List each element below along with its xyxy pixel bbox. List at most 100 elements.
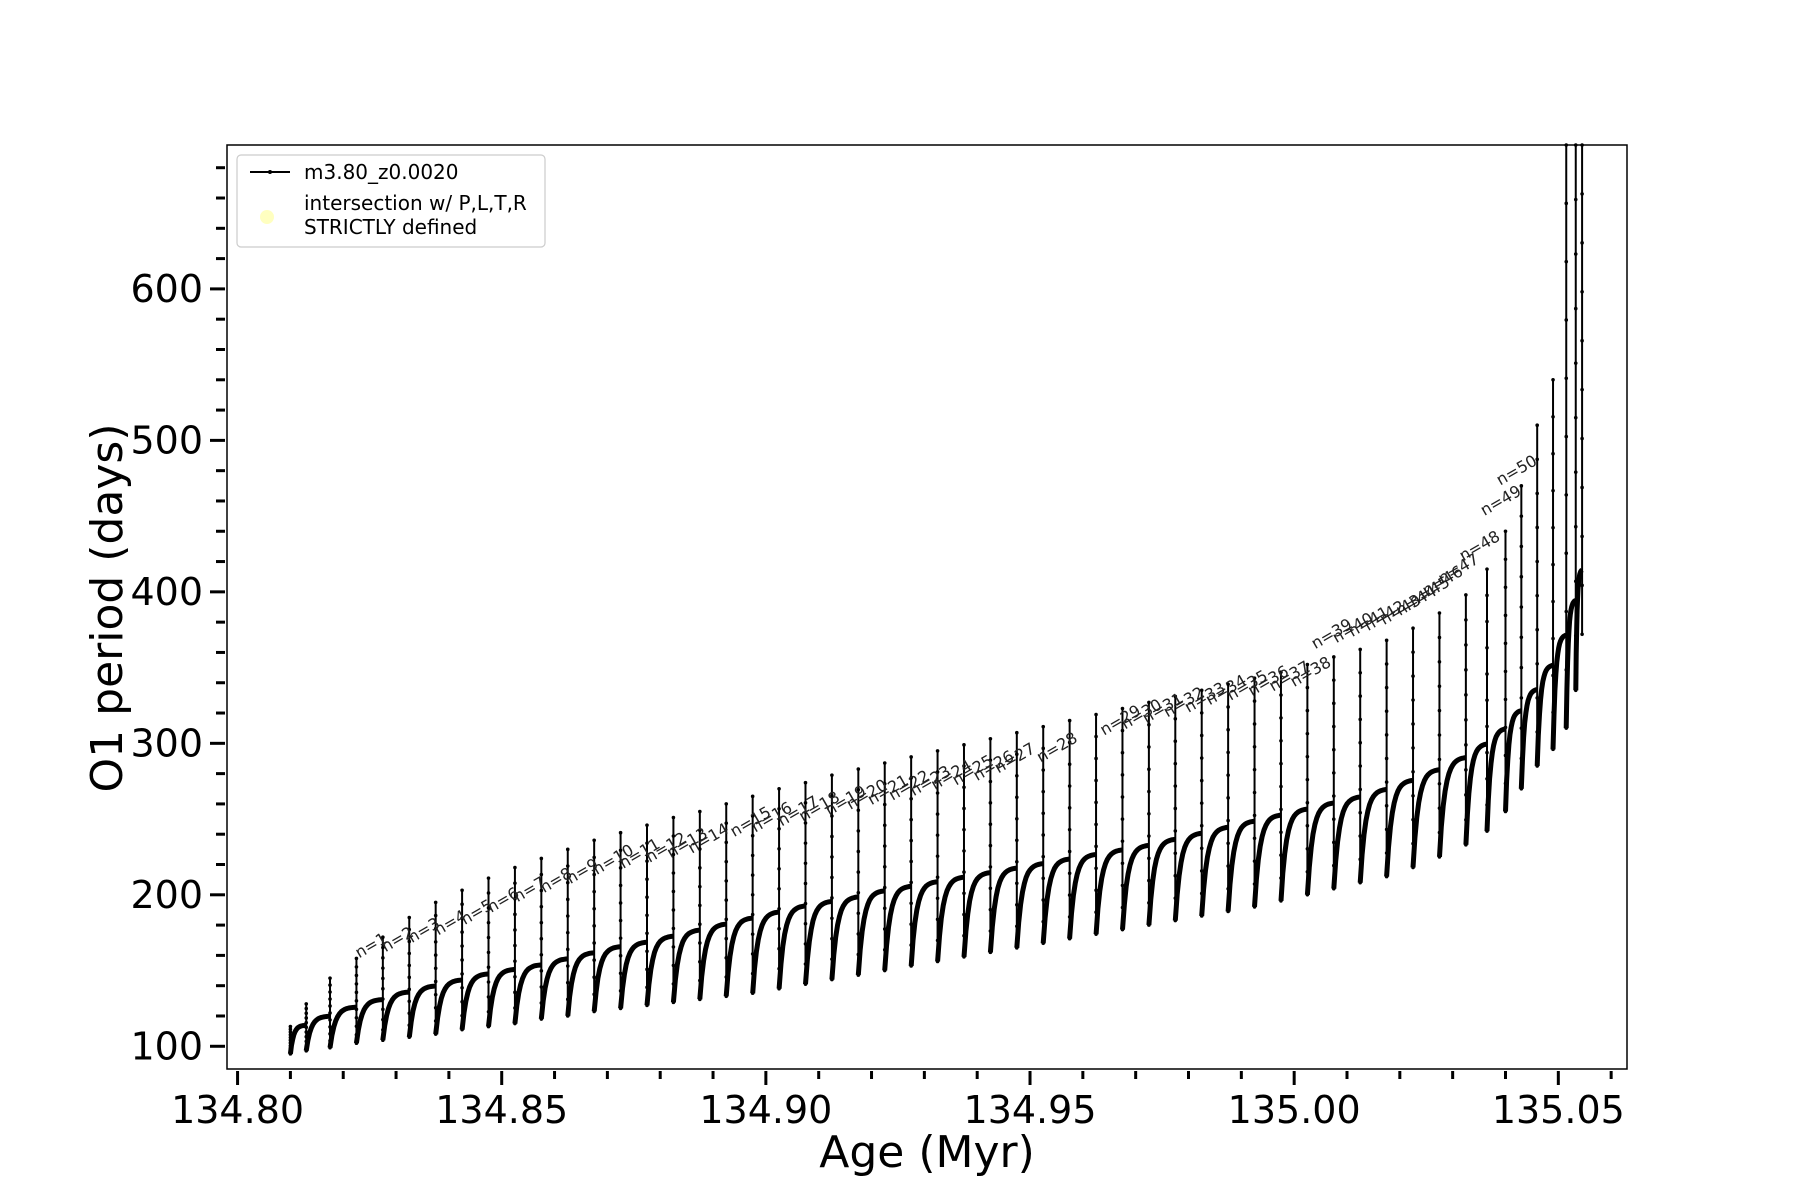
series-point [1384, 803, 1389, 808]
series-point [1226, 750, 1230, 755]
series-point [1551, 451, 1555, 456]
series-point [1015, 752, 1019, 757]
series-point [407, 927, 412, 932]
series-point [645, 841, 649, 845]
series-point [671, 852, 676, 857]
series-point [565, 880, 570, 885]
series-point [1120, 861, 1125, 866]
series-point [460, 972, 464, 976]
series-point [724, 840, 729, 845]
series-point [1535, 457, 1539, 462]
series-point [1305, 662, 1310, 667]
series-point [645, 895, 649, 900]
series-point [328, 1018, 332, 1022]
series-point [962, 827, 966, 832]
series-point [1580, 338, 1584, 343]
series-point [381, 966, 385, 970]
series-point [962, 912, 966, 917]
series-point [565, 964, 570, 968]
series-point [486, 876, 491, 880]
series-point [592, 958, 596, 962]
series-point [750, 833, 755, 838]
series-point [1437, 806, 1442, 810]
series-point [433, 926, 438, 931]
series-point [1067, 893, 1072, 897]
series-point [1041, 789, 1046, 794]
series-point [1279, 716, 1283, 720]
series-point [1485, 645, 1489, 650]
series-point [1015, 859, 1019, 864]
legend-label-intersection-line2: STRICTLY defined [304, 215, 477, 239]
series-point [882, 927, 887, 931]
series-point [882, 864, 887, 869]
series-point [1173, 829, 1178, 833]
series-point [1067, 871, 1072, 876]
series-point [1503, 669, 1508, 674]
series-point [909, 755, 913, 759]
series-point [1564, 434, 1569, 439]
series-point [988, 886, 993, 891]
series-point [1199, 778, 1204, 783]
series-point [1279, 670, 1283, 674]
series-point [1384, 827, 1389, 832]
series-point [830, 814, 834, 818]
series-point [565, 947, 570, 952]
series-point [1120, 750, 1125, 755]
legend-circle-marker [260, 210, 274, 224]
series-point [1551, 488, 1555, 493]
series-point [618, 971, 623, 976]
series-point [1358, 717, 1363, 722]
series-point [724, 879, 729, 883]
x-axis: 134.80 134.85 134.90 134.95 135.00 135.05 [171, 1071, 1625, 1132]
series-point [1094, 756, 1098, 761]
series-point [1015, 773, 1019, 778]
series-point [1519, 635, 1524, 640]
series-point [803, 921, 808, 926]
series-point [988, 758, 993, 762]
y-tick-label: 200 [130, 873, 203, 917]
series-point [565, 930, 570, 935]
series-point [750, 932, 755, 936]
series-point [935, 833, 940, 837]
series-point [1331, 771, 1336, 775]
series-point [856, 767, 861, 771]
series-point [1147, 767, 1151, 772]
series-point [433, 940, 438, 944]
series-point [1015, 838, 1019, 843]
series-point [618, 866, 623, 870]
series-point [381, 956, 385, 960]
series-point [433, 900, 438, 905]
series-point [882, 823, 887, 828]
series-point [988, 843, 993, 848]
series-point [1580, 583, 1584, 588]
series-point [1564, 376, 1569, 381]
series-point [724, 917, 729, 922]
series-point [671, 945, 676, 949]
series-point [1503, 557, 1508, 562]
series-point [1147, 700, 1151, 705]
y-tick-label: 300 [130, 721, 203, 765]
series-point [1252, 767, 1257, 772]
series-point [935, 749, 940, 753]
series-point [856, 849, 861, 854]
series-point [592, 838, 596, 843]
series-point [882, 802, 887, 807]
series-point [1279, 738, 1283, 743]
series-point [1305, 800, 1310, 805]
series-point [328, 1025, 332, 1029]
series-point [1535, 627, 1539, 632]
series-point [856, 829, 861, 833]
series-point [328, 983, 332, 987]
series-point [1331, 678, 1336, 682]
series-point [671, 963, 676, 968]
series-point [1252, 676, 1257, 680]
series-point [433, 913, 438, 918]
series-point [1173, 716, 1178, 721]
series-point [777, 926, 781, 931]
series-point [1485, 619, 1489, 624]
series-point [1199, 733, 1204, 738]
series-point [328, 1004, 332, 1008]
series-point [1573, 306, 1578, 311]
series-point [288, 1030, 293, 1034]
y-tick-label: 600 [130, 267, 203, 311]
